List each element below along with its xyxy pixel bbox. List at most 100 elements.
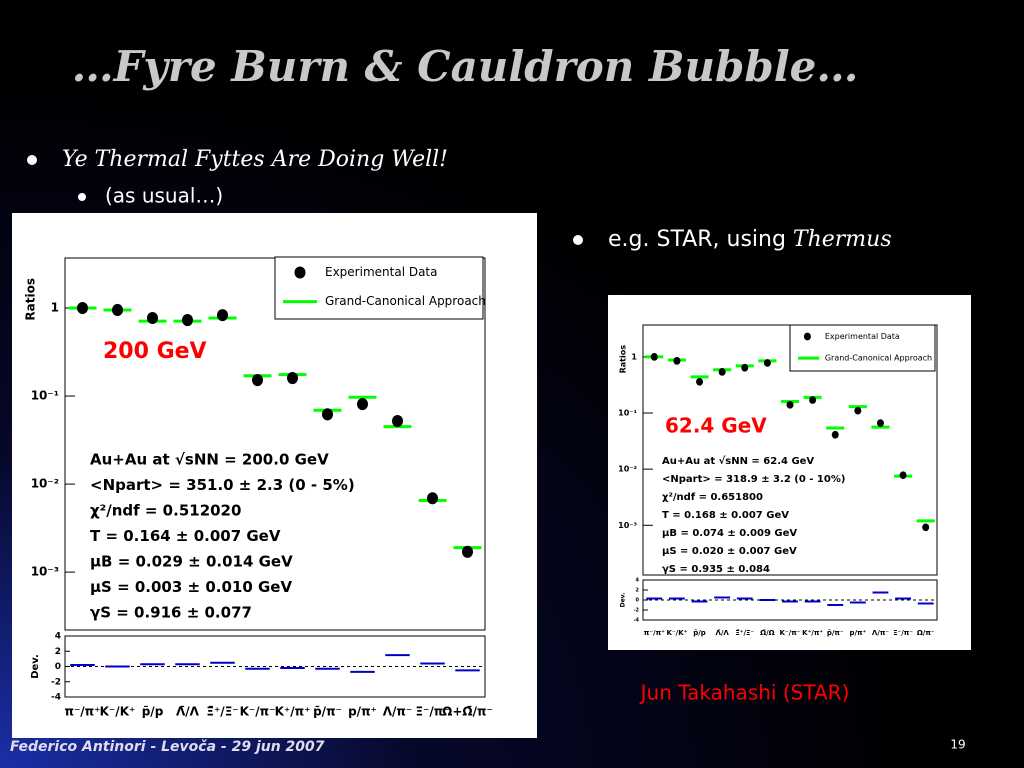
footer: Federico Antinori - Levoča - 29 jun 2007 bbox=[10, 739, 325, 755]
x-tick-label: Ω+Ω̄/π⁻ bbox=[442, 705, 493, 719]
dev-tick-label: 0 bbox=[636, 598, 640, 604]
x-tick-label: Ω/π⁻ bbox=[917, 629, 935, 637]
data-point bbox=[673, 357, 681, 365]
dev-axis-label: Dev. bbox=[620, 593, 627, 608]
x-tick-label: p̄/π⁻ bbox=[827, 629, 844, 637]
legend-label: Grand-Canonical Approach bbox=[325, 294, 486, 308]
y-tick-label: 10⁻³ bbox=[618, 521, 637, 530]
slide-title: …Fyre Burn & Cauldron Bubble… bbox=[72, 42, 859, 91]
dev-tick-label: 2 bbox=[636, 588, 640, 594]
y-tick-label: 10⁻¹ bbox=[31, 389, 59, 403]
data-point bbox=[462, 545, 473, 558]
dev-tick-label: -4 bbox=[51, 693, 61, 703]
data-point bbox=[899, 471, 907, 480]
x-tick-label: K⁻/K⁺ bbox=[667, 629, 688, 637]
x-tick-label: K⁻/K⁺ bbox=[100, 705, 136, 719]
dev-tick-label: -4 bbox=[633, 618, 639, 624]
right-bullet-tool: Thermus bbox=[793, 227, 892, 252]
x-tick-label: K⁻/π⁻ bbox=[240, 705, 276, 719]
x-tick-label: p̄/p bbox=[142, 705, 164, 719]
legend-marker bbox=[803, 332, 811, 341]
x-tick-label: Ξ̄⁺/Ξ⁻ bbox=[206, 705, 238, 719]
fit-text: T = 0.164 ± 0.007 GeV bbox=[90, 527, 281, 545]
dev-tick-label: 2 bbox=[55, 647, 61, 657]
legend-marker bbox=[294, 266, 306, 279]
data-point bbox=[650, 353, 658, 361]
dev-tick-label: 0 bbox=[55, 662, 61, 672]
y-tick-label: 1 bbox=[51, 301, 59, 315]
x-tick-label: Ξ⁻/π⁻ bbox=[415, 705, 449, 719]
y-tick-label: 1 bbox=[631, 352, 637, 361]
data-point bbox=[696, 377, 704, 386]
legend-label: Grand-Canonical Approach bbox=[825, 354, 932, 363]
data-point bbox=[287, 372, 298, 385]
data-point bbox=[831, 430, 839, 439]
energy-label: 62.4 GeV bbox=[665, 414, 767, 438]
data-point bbox=[357, 398, 368, 411]
y-tick-label: 10⁻² bbox=[618, 465, 637, 474]
legend-box bbox=[274, 256, 484, 320]
fit-text: χ²/ndf = 0.512020 bbox=[90, 502, 241, 520]
data-point bbox=[322, 408, 333, 421]
fit-text: μB = 0.029 ± 0.014 GeV bbox=[90, 553, 293, 571]
energy-label: 200 GeV bbox=[103, 339, 207, 364]
x-tick-label: π⁻/π⁺ bbox=[64, 705, 100, 719]
dev-tick-label: 4 bbox=[636, 578, 640, 584]
y-tick-label: 10⁻¹ bbox=[618, 409, 637, 418]
fit-text: μS = 0.020 ± 0.007 GeV bbox=[662, 546, 797, 557]
x-tick-label: π⁻/π⁺ bbox=[644, 629, 665, 637]
sub-bullet: (as usual…) bbox=[105, 184, 223, 208]
data-point bbox=[786, 400, 794, 409]
data-point bbox=[252, 373, 263, 387]
x-tick-label: p̄/π⁻ bbox=[313, 705, 342, 719]
data-point bbox=[922, 523, 930, 532]
y-axis-label: Ratios bbox=[24, 278, 38, 321]
x-tick-label: p/π⁺ bbox=[348, 705, 377, 719]
x-tick-label: K⁺/π⁺ bbox=[802, 629, 823, 637]
bullet-dot bbox=[573, 235, 583, 245]
bullet-dot bbox=[27, 155, 37, 165]
x-tick-label: Ξ̄⁺/Ξ⁻ bbox=[735, 629, 754, 637]
right-bullet: e.g. STAR, using Thermus bbox=[608, 227, 892, 252]
fit-text: γS = 0.935 ± 0.084 bbox=[662, 564, 770, 575]
fit-text: T = 0.168 ± 0.007 GeV bbox=[662, 510, 789, 521]
data-point bbox=[147, 311, 158, 325]
fit-text: μS = 0.003 ± 0.010 GeV bbox=[90, 578, 292, 596]
data-point bbox=[217, 309, 228, 322]
data-point bbox=[718, 368, 726, 376]
x-tick-label: p/π⁺ bbox=[849, 629, 866, 637]
x-tick-label: Ω̄/Ω bbox=[760, 629, 775, 637]
data-point bbox=[77, 301, 88, 315]
dev-axis-label: Dev. bbox=[30, 654, 41, 679]
fit-text: Au+Au at √sNN = 200.0 GeV bbox=[90, 451, 329, 469]
fit-text: γS = 0.916 ± 0.077 bbox=[90, 604, 252, 622]
fit-text: μB = 0.074 ± 0.009 GeV bbox=[662, 528, 797, 539]
data-point bbox=[112, 303, 123, 317]
fit-text: <Npart> = 318.9 ± 3.2 (0 - 10%) bbox=[662, 474, 845, 485]
fit-text: <Npart> = 351.0 ± 2.3 (0 - 5%) bbox=[90, 476, 355, 494]
x-tick-label: Ξ⁻/π⁻ bbox=[893, 629, 913, 637]
x-tick-label: K⁺/π⁺ bbox=[275, 705, 311, 719]
bullet-dot bbox=[78, 193, 86, 201]
data-point bbox=[854, 406, 862, 415]
credit: Jun Takahashi (STAR) bbox=[639, 681, 850, 705]
x-tick-label: Λ̄/Λ bbox=[176, 705, 200, 719]
x-tick-label: p̄/p bbox=[693, 629, 706, 637]
data-point bbox=[182, 314, 193, 327]
dev-tick-label: 4 bbox=[55, 632, 61, 642]
data-point bbox=[763, 359, 771, 367]
fit-text: χ²/ndf = 0.651800 bbox=[662, 492, 763, 503]
x-tick-label: K⁻/π⁻ bbox=[780, 629, 801, 637]
dev-tick-label: -2 bbox=[633, 608, 639, 614]
dev-tick-label: -2 bbox=[51, 677, 61, 687]
data-point bbox=[741, 363, 749, 372]
data-point bbox=[427, 492, 438, 505]
fit-text: Au+Au at √sNN = 62.4 GeV bbox=[662, 455, 814, 467]
data-point bbox=[809, 396, 817, 404]
bullet: Ye Thermal Fyttes Are Doing Well! bbox=[62, 147, 448, 172]
x-tick-label: Λ/π⁻ bbox=[872, 629, 890, 637]
y-tick-label: 10⁻² bbox=[31, 477, 59, 491]
legend-label: Experimental Data bbox=[325, 265, 438, 279]
